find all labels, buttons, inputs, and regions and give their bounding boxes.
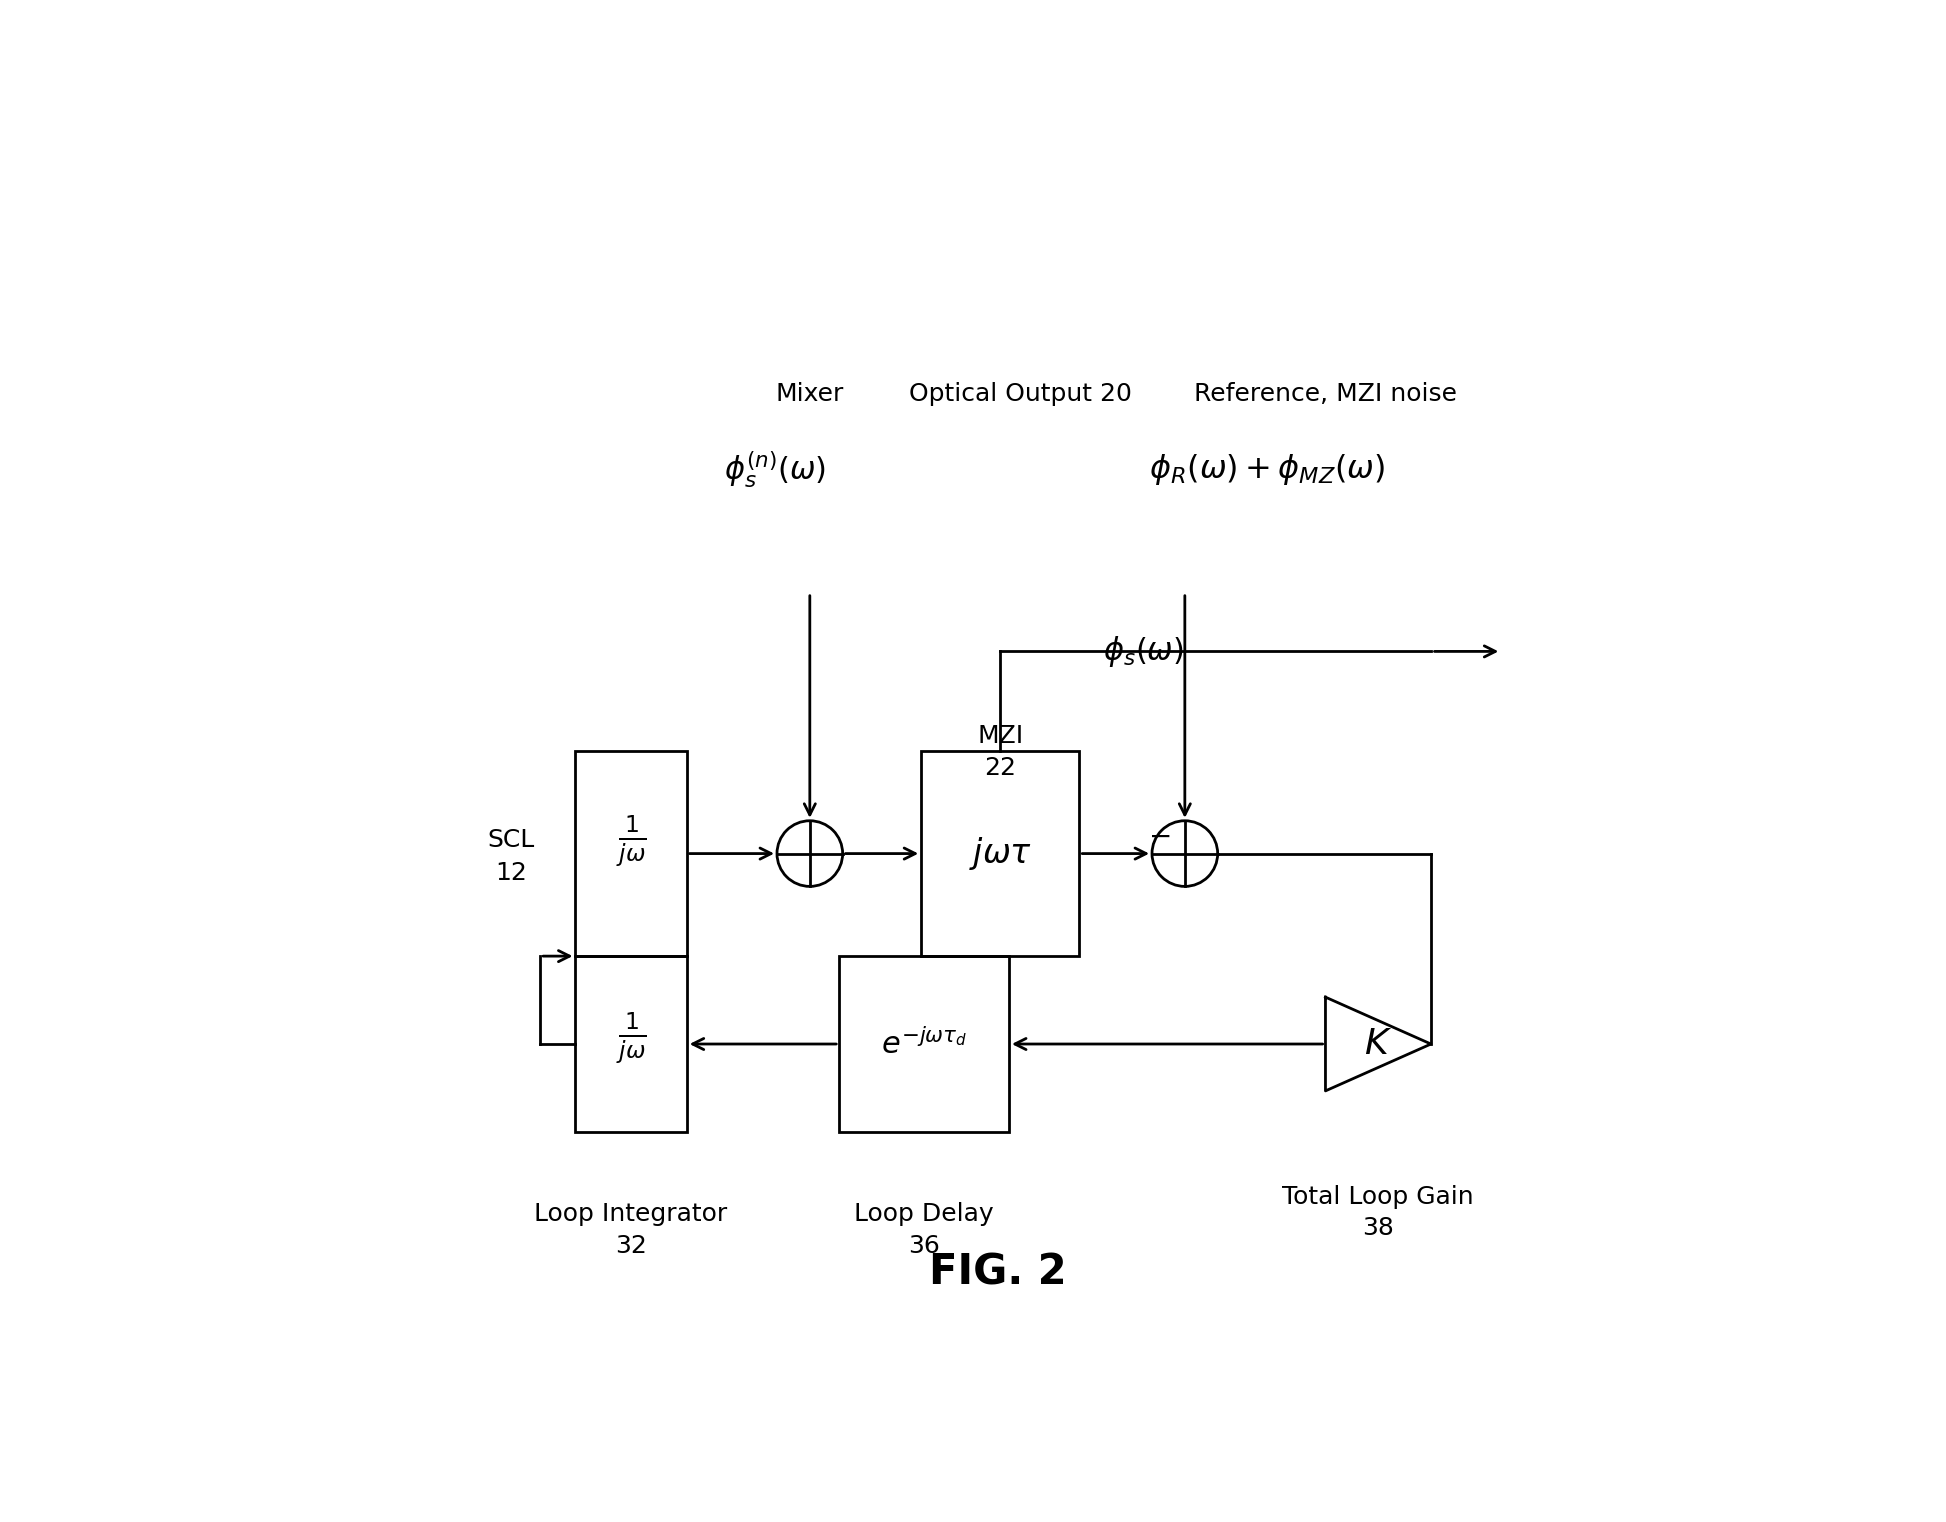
- Text: FIG. 2: FIG. 2: [928, 1251, 1066, 1294]
- Text: Loop Integrator
32: Loop Integrator 32: [535, 1202, 728, 1257]
- Text: Total Loop Gain
38: Total Loop Gain 38: [1282, 1184, 1473, 1240]
- Text: SCL
12: SCL 12: [486, 828, 535, 886]
- Bar: [576, 956, 687, 1132]
- Text: $K$: $K$: [1364, 1027, 1391, 1061]
- Text: $\phi_R(\omega)+\phi_{MZ}(\omega)$: $\phi_R(\omega)+\phi_{MZ}(\omega)$: [1148, 452, 1386, 487]
- Text: Optical Output 20: Optical Output 20: [909, 382, 1133, 405]
- Text: $\phi_s(\omega)$: $\phi_s(\omega)$: [1103, 635, 1183, 668]
- Text: Loop Delay
36: Loop Delay 36: [854, 1202, 994, 1257]
- Text: $-$: $-$: [1148, 822, 1170, 849]
- Bar: [576, 750, 687, 956]
- Bar: [839, 956, 1010, 1132]
- Text: $\frac{1}{j\omega}$: $\frac{1}{j\omega}$: [615, 814, 646, 869]
- Text: $\frac{1}{j\omega}$: $\frac{1}{j\omega}$: [615, 1011, 646, 1065]
- Text: $e^{-j\omega\tau_d}$: $e^{-j\omega\tau_d}$: [882, 1027, 967, 1059]
- Text: Reference, MZI noise: Reference, MZI noise: [1195, 382, 1458, 405]
- Text: $j\omega\tau$: $j\omega\tau$: [969, 836, 1031, 872]
- Bar: [920, 750, 1080, 956]
- Text: $\phi_s^{(n)}(\omega)$: $\phi_s^{(n)}(\omega)$: [724, 449, 825, 490]
- Text: Mixer: Mixer: [776, 382, 845, 405]
- Text: MZI
22: MZI 22: [977, 724, 1024, 779]
